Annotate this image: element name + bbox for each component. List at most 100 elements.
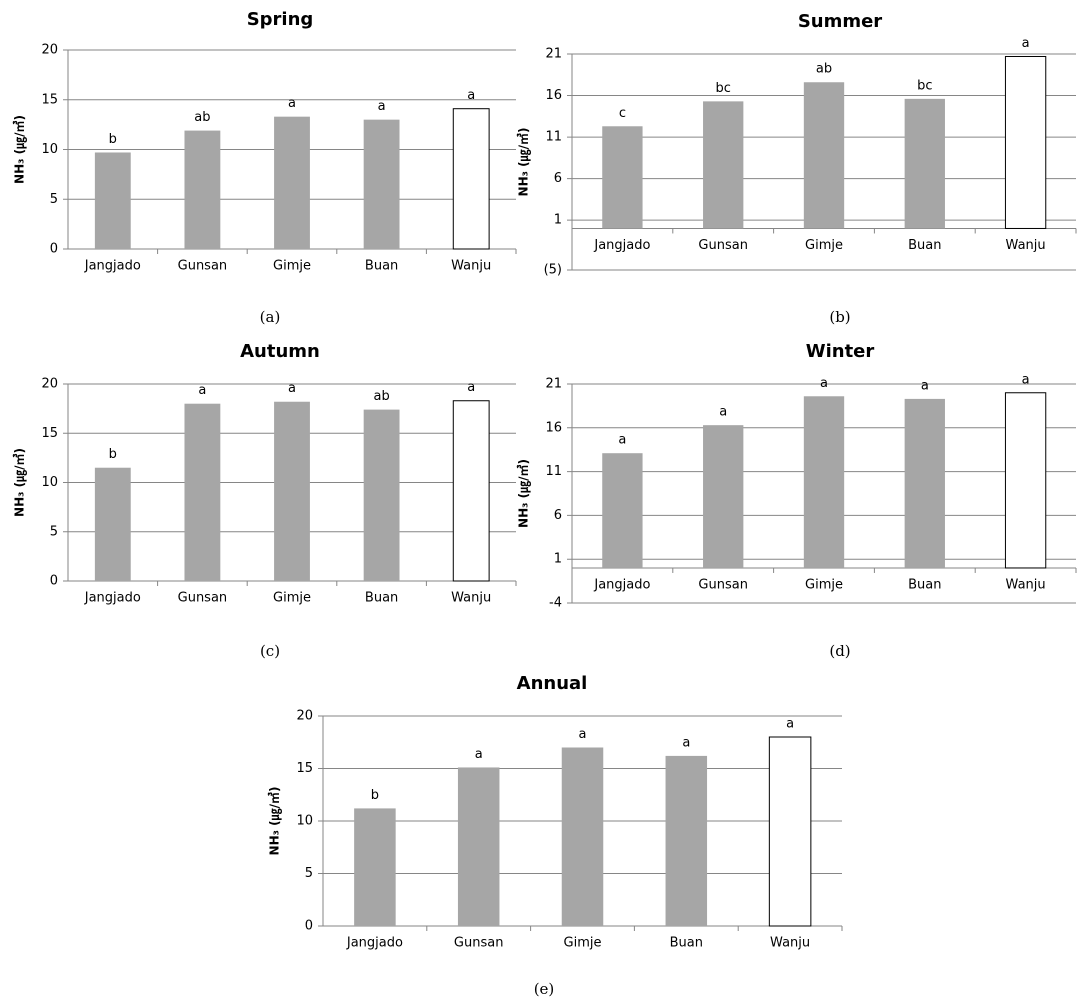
bar-annotation: b [109, 132, 117, 147]
y-tick-label: 10 [41, 142, 58, 157]
bar-annotation: b [109, 447, 117, 462]
bar [768, 736, 812, 927]
chart-title: Summer [798, 11, 882, 32]
bar [703, 101, 744, 229]
y-axis-label: NH₃ (㎍/㎥) [516, 459, 532, 528]
bar-annotation: a [1022, 36, 1030, 51]
x-tick-label: Buan [365, 259, 398, 274]
x-tick-label: Jangjado [346, 936, 403, 951]
bar [363, 119, 400, 250]
x-tick-label: Jangjado [593, 577, 650, 592]
y-tick-label: 16 [545, 420, 562, 435]
y-tick-label: 0 [305, 919, 313, 934]
x-tick-label: Jangjado [593, 238, 650, 253]
x-tick-label: Gimje [564, 936, 602, 951]
y-tick-label: 1 [554, 552, 562, 567]
bar-annotation: a [618, 433, 626, 448]
bar-annotation: a [198, 383, 206, 398]
y-tick-label: 16 [545, 88, 562, 103]
x-tick-label: Gunsan [178, 259, 228, 274]
y-tick-label: 21 [545, 377, 562, 392]
bar-annotation: a [288, 96, 296, 111]
x-tick-label: Gimje [805, 577, 843, 592]
x-tick-label: Jangjado [84, 591, 141, 606]
caption: (c) [260, 642, 280, 660]
bar [94, 467, 131, 581]
bar [94, 152, 131, 249]
x-tick-label: Wanju [770, 936, 810, 951]
y-tick-label: 10 [41, 475, 58, 490]
bar [457, 767, 500, 926]
x-tick-label: Gimje [805, 238, 843, 253]
bar [803, 396, 845, 568]
bar [602, 126, 643, 229]
y-axis-label: NH₃ (㎍/㎥) [12, 115, 28, 184]
bar [1004, 55, 1047, 229]
caption: (b) [829, 308, 850, 326]
x-tick-label: Buan [365, 591, 398, 606]
bar-annotation: b [371, 788, 379, 803]
x-tick-label: Buan [908, 238, 941, 253]
bar-annotation: a [467, 380, 475, 395]
bar [354, 808, 396, 926]
y-tick-label: 0 [50, 574, 58, 589]
x-tick-label: Gunsan [698, 577, 748, 592]
bar-annotation: a [579, 727, 587, 742]
x-tick-label: Jangjado [84, 259, 141, 274]
y-tick-label: 6 [554, 508, 562, 523]
bar-annotation: a [475, 747, 483, 762]
y-tick-label: 5 [50, 192, 58, 207]
y-tick-label: (5) [544, 263, 562, 278]
bar [1004, 392, 1047, 569]
y-tick-label: -4 [549, 596, 562, 611]
caption: (a) [260, 308, 281, 326]
y-tick-label: 21 [545, 47, 562, 62]
y-tick-label: 15 [41, 426, 58, 441]
y-tick-label: 10 [296, 814, 313, 829]
bar-annotation: a [1022, 372, 1030, 387]
bar [452, 108, 490, 250]
bar-annotation: ab [194, 110, 210, 125]
caption: (e) [534, 980, 555, 998]
y-tick-label: 5 [305, 866, 313, 881]
x-tick-label: Buan [908, 577, 941, 592]
bar-annotation: bc [917, 78, 932, 93]
bar [803, 82, 845, 229]
bar [452, 400, 490, 582]
bar-annotation: ab [816, 62, 832, 77]
y-tick-label: 15 [296, 761, 313, 776]
bar-annotation: a [719, 405, 727, 420]
bar-annotation: a [820, 376, 828, 391]
y-tick-label: 11 [545, 130, 562, 145]
x-tick-label: Gunsan [698, 238, 748, 253]
y-tick-label: 11 [545, 464, 562, 479]
bar [561, 747, 604, 926]
x-tick-label: Gimje [273, 591, 311, 606]
bar [904, 398, 945, 568]
bar-annotation: a [378, 99, 386, 114]
y-tick-label: 5 [50, 524, 58, 539]
bar [602, 453, 643, 568]
bar-annotation: a [288, 381, 296, 396]
x-tick-label: Wanju [1006, 238, 1046, 253]
bar [184, 403, 221, 581]
x-tick-label: Gunsan [454, 936, 504, 951]
y-tick-label: 15 [41, 92, 58, 107]
y-tick-label: 20 [296, 709, 313, 724]
bar [703, 425, 744, 568]
bar [363, 409, 400, 581]
y-tick-label: 6 [554, 171, 562, 186]
bar-annotation: c [619, 106, 626, 121]
y-tick-label: 20 [41, 377, 58, 392]
y-axis-label: NH₃ (㎍/㎥) [516, 128, 532, 197]
y-tick-label: 0 [50, 242, 58, 257]
x-tick-label: Wanju [451, 591, 491, 606]
y-axis-label: NH₃ (㎍/㎥) [267, 787, 283, 856]
bar-annotation: ab [373, 389, 389, 404]
chart-title: Annual [517, 673, 588, 694]
x-tick-label: Buan [670, 936, 703, 951]
bar [904, 98, 945, 229]
chart-title: Autumn [240, 341, 320, 362]
